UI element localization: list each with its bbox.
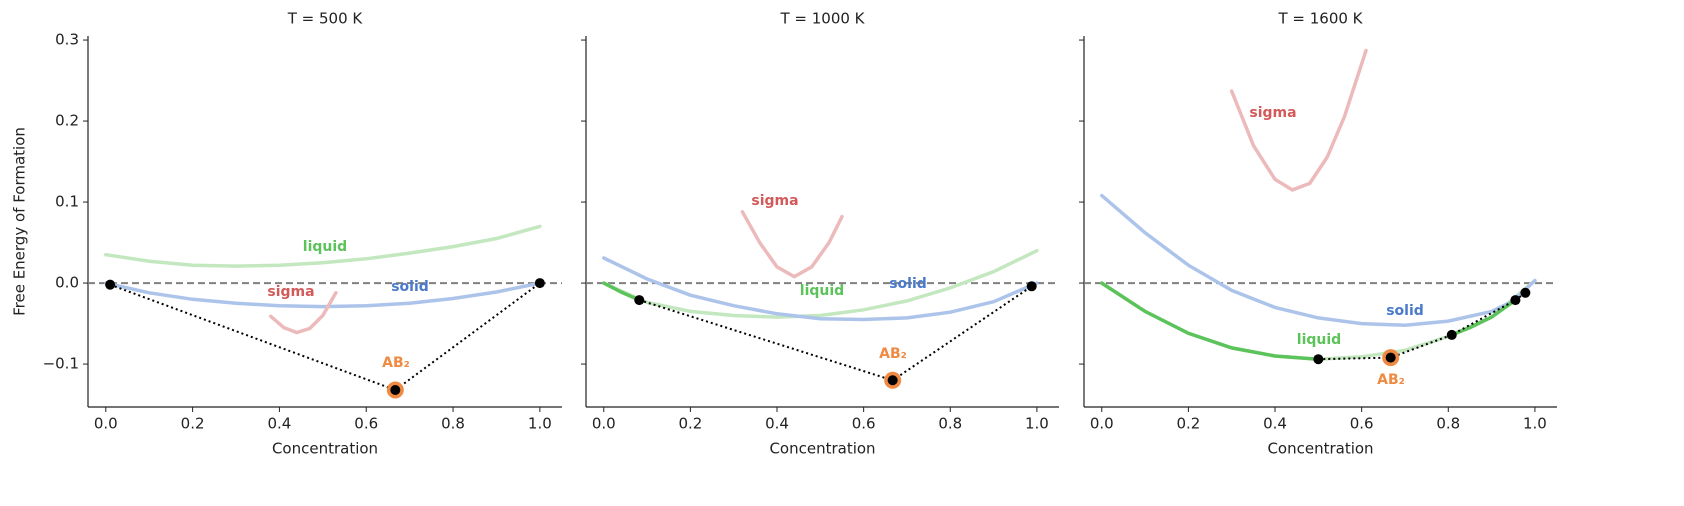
x-tick-label: 0.2 [181,415,205,433]
curve [602,281,642,302]
compound-marker-center [887,375,898,386]
x-tick-label: 0.2 [678,415,702,433]
curve-label: liquid [800,283,844,299]
curve [1100,281,1518,361]
curve [104,281,542,309]
curve-label: solid [391,279,429,295]
y-tick-label: 0.1 [55,193,79,211]
y-tick-label: 0.0 [55,274,79,292]
panel-title: T = 1000 K [779,10,865,28]
x-tick-label: 0.8 [938,415,962,433]
panel-title: T = 500 K [287,10,364,28]
x-tick-label: 0.2 [1176,415,1200,433]
x-tick-label: 0.0 [94,415,118,433]
curve-label: sigma [751,193,798,209]
curve [268,291,338,335]
x-axis-label: Concentration [769,440,875,458]
y-tick-label: 0.3 [55,31,79,49]
hull-point [1510,295,1521,306]
y-tick-label: 0.2 [55,112,79,130]
curve-label: liquid [1297,332,1341,348]
hull-point [1313,354,1324,365]
curve-label: AB₂ [879,346,907,362]
hull-point [1446,329,1457,340]
curve [602,256,1039,322]
x-tick-label: 0.8 [441,415,465,433]
x-tick-label: 1.0 [1523,415,1547,433]
x-tick-label: 0.6 [354,415,378,433]
hull-point [534,278,545,289]
curve [1229,48,1368,192]
hull-point [634,295,645,306]
compound-marker-center [390,384,401,395]
tie-line [109,282,541,392]
panel: T = 500 K Concentration Free Energy of For… [11,10,562,458]
x-tick-label: 0.8 [1436,415,1460,433]
curve-label: liquid [303,239,347,255]
x-tick-label: 0.0 [1090,415,1114,433]
y-axis-label: Free Energy of Formation [11,127,29,316]
x-tick-label: 0.0 [592,415,616,433]
curve [1100,193,1537,327]
curve-label: sigma [1249,105,1296,121]
x-tick-label: 0.4 [267,415,291,433]
y-tick-label: −0.1 [43,355,79,373]
curve-label: sigma [267,284,314,300]
curve-label: AB₂ [1377,372,1405,388]
x-tick-label: 0.6 [1350,415,1374,433]
compound-marker-center [1385,352,1396,363]
hull-point [105,279,116,290]
x-tick-label: 0.4 [765,415,789,433]
curve-label: solid [889,276,927,292]
x-tick-label: 1.0 [528,415,552,433]
hull-point [1026,281,1037,292]
curve [104,224,542,268]
x-tick-label: 0.6 [852,415,876,433]
x-tick-label: 0.4 [1263,415,1287,433]
curve [740,210,844,279]
curve-label: AB₂ [382,355,410,371]
hull-point [1520,287,1531,298]
curve [602,248,1039,319]
x-axis-label: Concentration [1267,440,1373,458]
panel: T = 1600 K Concentration 0.0 0.2 0.4 0.6 0.8 1.… [1079,10,1557,458]
x-axis-label: Concentration [272,440,378,458]
panel: T = 1000 K Concentration 0.0 0.2 0.4 0.6 0.8 1.… [581,10,1059,458]
x-tick-label: 1.0 [1025,415,1049,433]
curve-label: solid [1386,303,1424,319]
panel-title: T = 1600 K [1277,10,1363,28]
tie-line [638,285,1033,382]
